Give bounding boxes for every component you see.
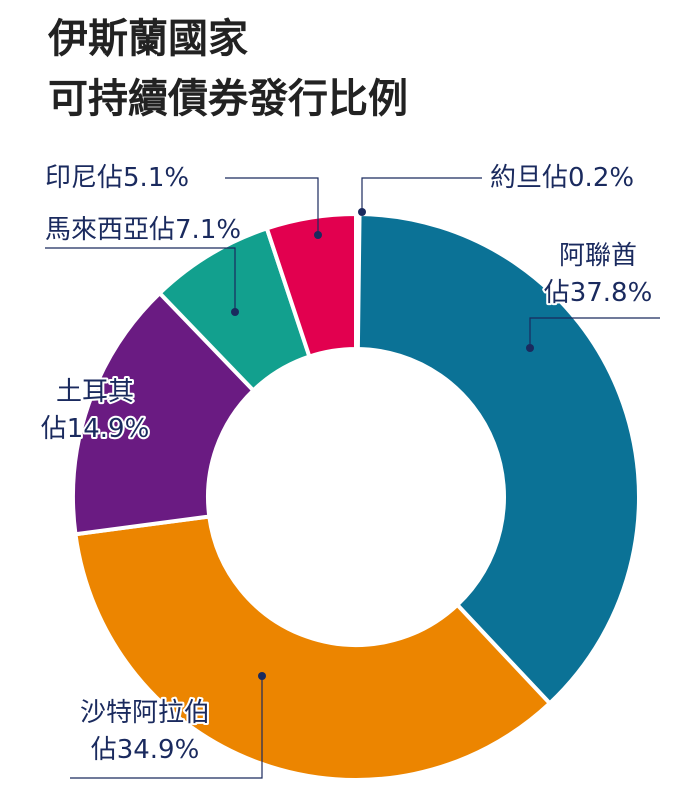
leader-dot (526, 344, 534, 352)
leader-line (225, 177, 319, 235)
donut-slice (355, 211, 641, 707)
value-label: 佔34.9% (91, 735, 200, 765)
value-label: 佔5.1% (97, 163, 189, 193)
slice-label: 阿聯酋佔37.8% (544, 241, 653, 308)
slice-label: 沙特阿拉伯佔34.9% (80, 698, 210, 765)
category-label: 土耳其 (56, 377, 134, 407)
donut-slice (73, 514, 553, 782)
category-label: 沙特阿拉伯 (80, 698, 210, 728)
category-label: 約旦 (490, 163, 542, 193)
value-label: 佔0.2% (542, 163, 634, 193)
value-label: 佔7.1% (149, 215, 241, 245)
leader-dot (358, 208, 366, 216)
leader-dot (258, 672, 266, 680)
leader-line (70, 676, 263, 779)
slice-label: 馬來西亞佔7.1% (45, 215, 241, 245)
category-label: 印尼 (45, 163, 97, 193)
category-label: 阿聯酋 (559, 241, 637, 271)
slice-label: 印尼佔5.1% (45, 163, 189, 193)
value-label: 佔14.9% (41, 414, 150, 444)
value-label: 佔37.8% (544, 278, 653, 308)
slice-label: 土耳其佔14.9% (41, 377, 150, 444)
leader-line (45, 247, 236, 312)
leader-dot (231, 308, 239, 316)
chart-title: 伊斯蘭國家 (47, 16, 248, 62)
slice-label: 約旦佔0.2% (490, 163, 634, 193)
donut-slice (264, 211, 358, 360)
leader-dot (314, 231, 322, 239)
donut-slice (71, 290, 257, 537)
chart-title: 可持續債券發行比例 (48, 76, 408, 122)
leader-line (361, 177, 482, 212)
leader-line (529, 317, 660, 348)
category-label: 馬來西亞 (45, 215, 149, 245)
